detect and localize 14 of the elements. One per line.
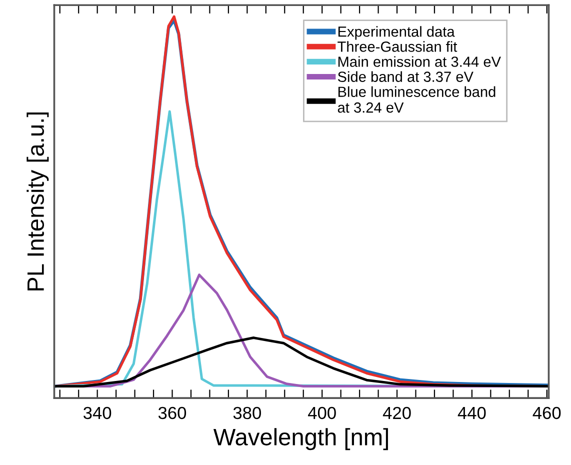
x-tick-label: 460 <box>532 406 561 420</box>
x-tick-label: 380 <box>233 406 261 420</box>
legend-label: Experimental data <box>338 26 455 40</box>
y-axis-title: PL Intensity [a.u.] <box>26 112 49 290</box>
x-tick-label: 420 <box>382 406 411 420</box>
legend-label: Three-Gaussian fit <box>338 41 458 52</box>
legend-label: Blue luminescence band at 3.24 eV <box>338 86 496 113</box>
x-tick-label: 340 <box>84 406 112 420</box>
x-axis-title: Wavelength [nm] <box>213 428 388 450</box>
x-tick-label: 440 <box>458 406 486 420</box>
x-tick-label: 400 <box>308 406 336 420</box>
legend-label: Side band at 3.37 eV <box>338 71 474 82</box>
x-tick-label: 360 <box>158 406 186 420</box>
legend-label: Main emission at 3.44 eV <box>338 56 501 67</box>
